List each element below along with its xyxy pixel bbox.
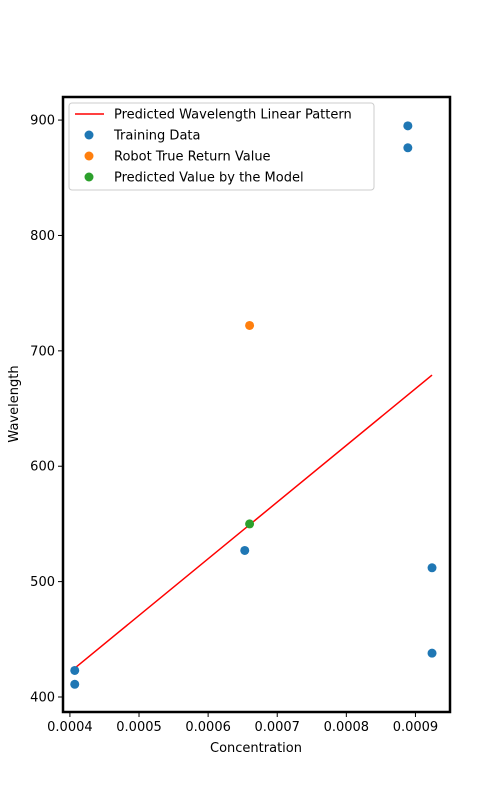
y-tick-label-5: 900	[30, 114, 55, 129]
y-tick-label-1: 500	[30, 575, 55, 590]
x-tick-label-5: 0.0009	[393, 720, 439, 735]
data-point-2-0	[245, 320, 255, 330]
data-point-1-5	[427, 563, 437, 573]
y-tick-label-3: 700	[30, 344, 55, 359]
legend-label-1: Training Data	[113, 129, 200, 144]
x-tick-label-4: 0.0008	[324, 720, 370, 735]
plot-area	[70, 121, 437, 689]
legend-marker-1	[84, 130, 94, 140]
legend-box	[68, 102, 375, 191]
data-point-1-0	[70, 679, 80, 689]
data-point-1-2	[240, 545, 250, 555]
x-tick-label-0: 0.0004	[47, 720, 93, 735]
x-tick-label-3: 0.0007	[254, 720, 300, 735]
x-tick-label-1: 0.0005	[116, 720, 162, 735]
y-tick-label-2: 600	[30, 460, 55, 475]
data-point-1-1	[70, 665, 80, 675]
legend: Predicted Wavelength Linear Pattern Train…	[68, 102, 375, 191]
y-axis: 400 500 600 700 800 900	[30, 114, 63, 706]
plot-frame	[61, 95, 452, 714]
x-tick-label-2: 0.0006	[185, 720, 231, 735]
legend-label-2: Robot True Return Value	[114, 150, 271, 165]
data-point-3-0	[245, 519, 255, 529]
x-axis: 0.0004 0.0005 0.0006 0.0007 0.0008 0.0009	[47, 712, 438, 735]
legend-marker-2	[84, 151, 94, 161]
data-point-1-4	[403, 121, 413, 131]
x-axis-label: Concentration	[210, 741, 302, 756]
legend-marker-3	[84, 172, 94, 182]
y-tick-label-4: 800	[30, 229, 55, 244]
y-tick-label-0: 400	[30, 691, 55, 706]
legend-label-3: Predicted Value by the Model	[114, 171, 304, 186]
data-point-1-3	[403, 143, 413, 153]
legend-label-0: Predicted Wavelength Linear Pattern	[114, 108, 352, 123]
y-axis-label: Wavelength	[7, 365, 22, 442]
data-point-1-6	[427, 648, 437, 658]
